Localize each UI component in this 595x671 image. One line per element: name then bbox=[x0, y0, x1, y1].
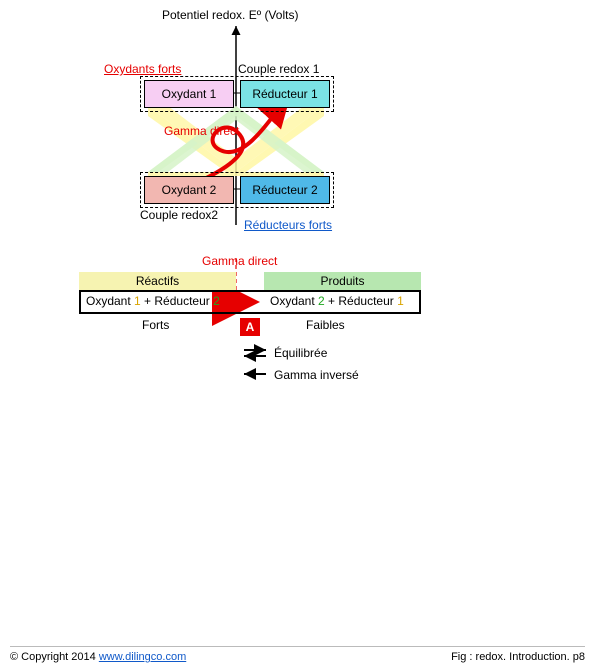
box-reducteur2: Réducteur 2 bbox=[240, 176, 330, 204]
box-reducteur2-label: Réducteur 2 bbox=[252, 183, 317, 197]
box-reducteur1-label: Réducteur 1 bbox=[252, 87, 317, 101]
equation-left: Oxydant 1 + Réducteur 2 bbox=[86, 294, 220, 308]
label-faibles: Faibles bbox=[306, 318, 345, 332]
eq-r-n2: 1 bbox=[397, 294, 404, 308]
label-gamma-inverse: Gamma inversé bbox=[274, 368, 359, 382]
footer-site-link[interactable]: www.dilingco.com bbox=[99, 651, 186, 663]
label-forts: Forts bbox=[142, 318, 169, 332]
badge-a: A bbox=[240, 318, 260, 336]
box-oxydant2-label: Oxydant 2 bbox=[162, 183, 217, 197]
eq-l-n2: 2 bbox=[213, 294, 220, 308]
diagram-root: { "title": "Potentiel redox. Eº (Volts)"… bbox=[0, 0, 595, 671]
label-equilibree: Équilibrée bbox=[274, 346, 327, 360]
label-reducteurs-forts: Réducteurs forts bbox=[244, 218, 332, 232]
eq-l-mid: + Réducteur bbox=[141, 294, 213, 308]
box-reducteur1: Réducteur 1 bbox=[240, 80, 330, 108]
label-gamma-direct-top: Gamma direct bbox=[202, 254, 277, 268]
label-gamma-direct-center: Gamma direct bbox=[164, 124, 234, 138]
box-oxydant1-label: Oxydant 1 bbox=[162, 87, 217, 101]
box-oxydant1: Oxydant 1 bbox=[144, 80, 234, 108]
eq-l-n1: 1 bbox=[134, 294, 141, 308]
header-reactifs: Réactifs bbox=[79, 272, 236, 290]
header-produits: Produits bbox=[264, 272, 421, 290]
eq-r-n1: 2 bbox=[318, 294, 325, 308]
footer: © Copyright 2014 www.dilingco.com Fig : … bbox=[10, 646, 585, 663]
footer-caption: Fig : redox. Introduction. p8 bbox=[451, 651, 585, 663]
eq-r-mid: + Réducteur bbox=[325, 294, 397, 308]
footer-copyright: © Copyright 2014 www.dilingco.com bbox=[10, 651, 186, 663]
eq-l-pre: Oxydant bbox=[86, 294, 134, 308]
box-oxydant2: Oxydant 2 bbox=[144, 176, 234, 204]
footer-copyright-pre: © Copyright 2014 bbox=[10, 651, 99, 663]
label-couple2: Couple redox2 bbox=[140, 208, 218, 222]
equation-right: Oxydant 2 + Réducteur 1 bbox=[270, 294, 404, 308]
eq-r-pre: Oxydant bbox=[270, 294, 318, 308]
